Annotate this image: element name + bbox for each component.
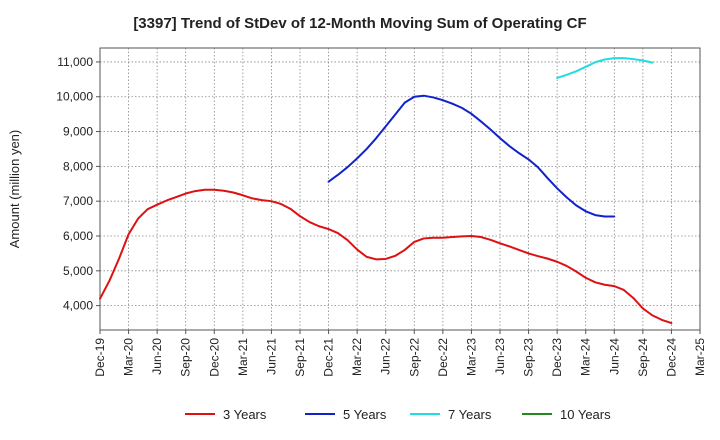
legend-label: 10 Years (560, 407, 611, 422)
x-tick-label: Dec-19 (93, 338, 107, 377)
y-tick-label: 6,000 (63, 229, 93, 243)
x-tick-label: Jun-22 (379, 338, 393, 375)
y-tick-label: 7,000 (63, 194, 93, 208)
y-tick-label: 11,000 (57, 55, 93, 69)
series-line-3-years (99, 188, 673, 325)
x-tick-label: Dec-22 (436, 338, 450, 377)
x-tick-label: Jun-24 (607, 338, 621, 375)
y-tick-label: 8,000 (63, 159, 93, 173)
legend-label: 7 Years (448, 407, 492, 422)
legend-label: 5 Years (343, 407, 387, 422)
x-tick-label: Mar-22 (350, 338, 364, 376)
x-tick-label: Jun-20 (150, 338, 164, 375)
x-tick-label: Jun-21 (264, 338, 278, 375)
x-axis: Dec-19 Mar-20 Jun-20 Sep-20 Dec-20 Mar-21 Jun-… (93, 330, 707, 377)
series-line-5-years (327, 94, 616, 218)
x-tick-label: Dec-21 (322, 338, 336, 377)
x-tick-label: Dec-23 (550, 338, 564, 377)
x-tick-label: Mar-23 (464, 338, 478, 376)
x-tick-label: Mar-25 (693, 338, 707, 376)
y-tick-label: 10,000 (56, 90, 93, 104)
x-tick-label: Sep-21 (293, 338, 307, 377)
y-axis-label: Amount (million yen) (7, 130, 22, 249)
series-line-7-years (556, 57, 654, 79)
y-tick-label: 5,000 (63, 264, 93, 278)
y-tick-label: 9,000 (63, 125, 93, 139)
gridlines (99, 48, 701, 330)
legend: 3 Years 5 Years 7 Years 10 Years (185, 407, 611, 422)
x-tick-label: Sep-22 (407, 338, 421, 377)
chart-title: [3397] Trend of StDev of 12-Month Moving… (133, 15, 586, 32)
y-axis: 4,000 5,000 6,000 7,000 8,000 9,000 10,000 11,0… (56, 55, 100, 313)
x-tick-label: Dec-20 (207, 338, 221, 377)
x-tick-label: Sep-20 (179, 338, 193, 377)
y-tick-label: 4,000 (63, 299, 93, 313)
series-lines (99, 57, 673, 325)
x-tick-label: Jun-23 (493, 338, 507, 375)
x-tick-label: Mar-20 (122, 338, 136, 376)
legend-label: 3 Years (223, 407, 267, 422)
x-tick-label: Mar-24 (579, 338, 593, 376)
x-tick-label: Dec-24 (664, 338, 678, 377)
x-tick-label: Sep-24 (636, 338, 650, 377)
x-tick-label: Sep-23 (522, 338, 536, 377)
plot-area (99, 47, 701, 331)
x-tick-label: Mar-21 (236, 338, 250, 376)
